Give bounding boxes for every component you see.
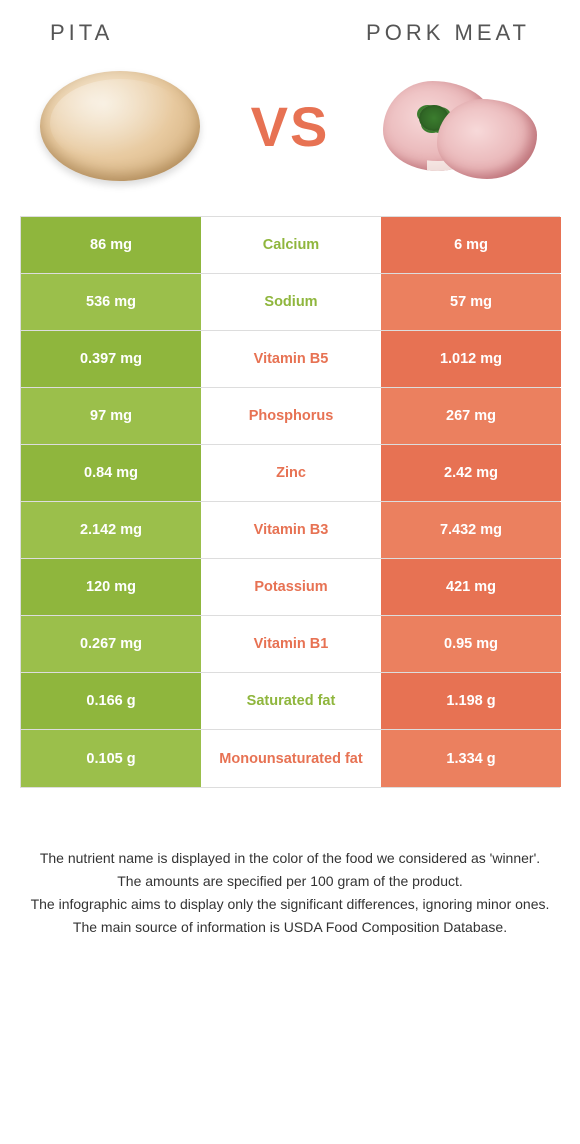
nutrient-label: Vitamin B3 <box>201 502 381 558</box>
table-row: 0.267 mgVitamin B10.95 mg <box>21 616 559 673</box>
right-value: 421 mg <box>381 559 561 615</box>
header: Pita Pork meat <box>0 0 580 56</box>
table-row: 97 mgPhosphorus267 mg <box>21 388 559 445</box>
nutrient-label: Monounsaturated fat <box>201 730 381 787</box>
left-value: 2.142 mg <box>21 502 201 558</box>
right-value: 1.334 g <box>381 730 561 787</box>
table-row: 0.105 gMonounsaturated fat1.334 g <box>21 730 559 787</box>
left-value: 0.166 g <box>21 673 201 729</box>
right-value: 7.432 mg <box>381 502 561 558</box>
images-row: VS <box>0 56 580 216</box>
footer-line: The nutrient name is displayed in the co… <box>30 848 550 869</box>
right-value: 57 mg <box>381 274 561 330</box>
nutrient-label: Calcium <box>201 217 381 273</box>
pita-icon <box>40 71 200 181</box>
nutrient-label: Sodium <box>201 274 381 330</box>
right-value: 0.95 mg <box>381 616 561 672</box>
right-value: 267 mg <box>381 388 561 444</box>
right-value: 6 mg <box>381 217 561 273</box>
nutrient-label: Vitamin B5 <box>201 331 381 387</box>
vs-label: VS <box>251 94 330 159</box>
table-row: 0.84 mgZinc2.42 mg <box>21 445 559 502</box>
right-value: 1.012 mg <box>381 331 561 387</box>
table-row: 2.142 mgVitamin B37.432 mg <box>21 502 559 559</box>
table-row: 120 mgPotassium421 mg <box>21 559 559 616</box>
left-value: 0.267 mg <box>21 616 201 672</box>
left-value: 86 mg <box>21 217 201 273</box>
left-value: 0.84 mg <box>21 445 201 501</box>
left-value: 536 mg <box>21 274 201 330</box>
footer-notes: The nutrient name is displayed in the co… <box>0 788 580 938</box>
nutrient-label: Saturated fat <box>201 673 381 729</box>
table-row: 0.166 gSaturated fat1.198 g <box>21 673 559 730</box>
table-row: 86 mgCalcium6 mg <box>21 217 559 274</box>
left-value: 97 mg <box>21 388 201 444</box>
left-value: 0.397 mg <box>21 331 201 387</box>
right-value: 1.198 g <box>381 673 561 729</box>
nutrient-label: Vitamin B1 <box>201 616 381 672</box>
nutrient-table: 86 mgCalcium6 mg536 mgSodium57 mg0.397 m… <box>20 216 560 788</box>
right-value: 2.42 mg <box>381 445 561 501</box>
nutrient-label: Phosphorus <box>201 388 381 444</box>
nutrient-label: Zinc <box>201 445 381 501</box>
pork-icon <box>375 61 545 191</box>
table-row: 0.397 mgVitamin B51.012 mg <box>21 331 559 388</box>
left-value: 0.105 g <box>21 730 201 787</box>
pita-image <box>30 56 210 196</box>
left-value: 120 mg <box>21 559 201 615</box>
title-left: Pita <box>50 20 113 46</box>
nutrient-label: Potassium <box>201 559 381 615</box>
title-right: Pork meat <box>366 20 530 46</box>
pork-image <box>370 56 550 196</box>
footer-line: The main source of information is USDA F… <box>30 917 550 938</box>
footer-line: The amounts are specified per 100 gram o… <box>30 871 550 892</box>
table-row: 536 mgSodium57 mg <box>21 274 559 331</box>
footer-line: The infographic aims to display only the… <box>30 894 550 915</box>
